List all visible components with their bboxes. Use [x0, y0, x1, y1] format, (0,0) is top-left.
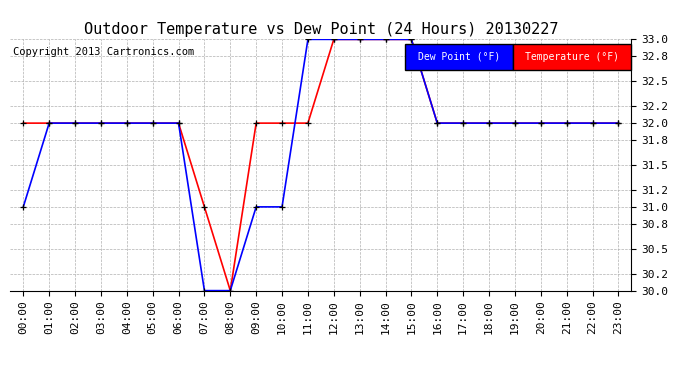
Text: Copyright 2013 Cartronics.com: Copyright 2013 Cartronics.com	[14, 47, 195, 57]
Text: Temperature (°F): Temperature (°F)	[525, 52, 620, 62]
Title: Outdoor Temperature vs Dew Point (24 Hours) 20130227: Outdoor Temperature vs Dew Point (24 Hou…	[83, 22, 558, 37]
FancyBboxPatch shape	[404, 44, 513, 69]
FancyBboxPatch shape	[513, 44, 631, 69]
Text: Dew Point (°F): Dew Point (°F)	[418, 52, 500, 62]
